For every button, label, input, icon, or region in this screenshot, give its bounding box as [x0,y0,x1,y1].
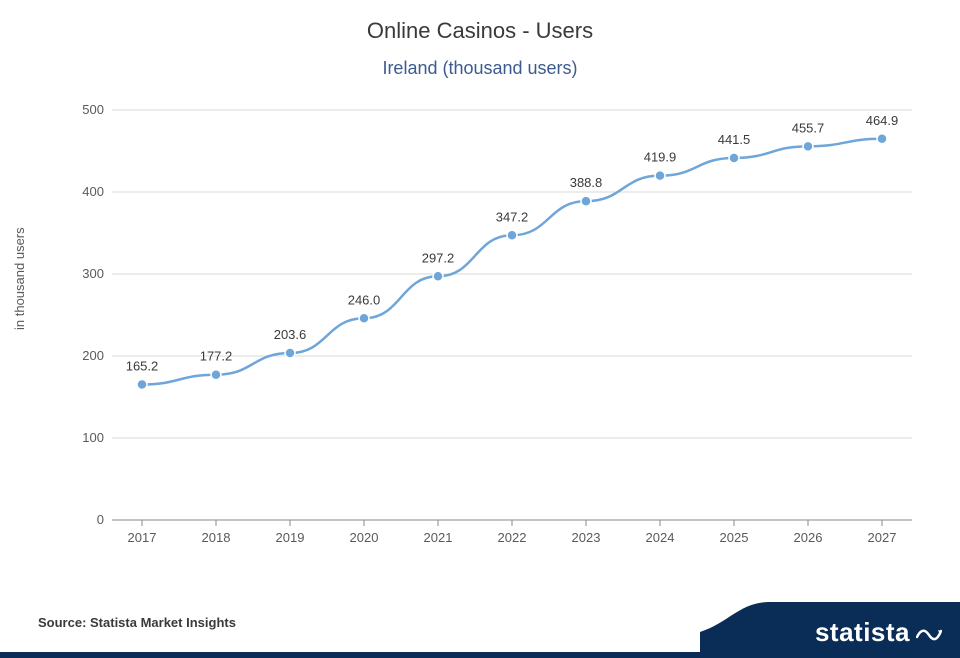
statista-logo: statista [700,602,960,658]
y-tick-label: 0 [97,512,104,527]
data-label: 347.2 [496,209,529,224]
logo-text: statista [815,617,942,648]
x-tick-label: 2020 [350,530,379,545]
data-label: 419.9 [644,150,677,165]
data-label: 464.9 [866,113,899,128]
data-label: 177.2 [200,349,233,364]
x-tick-label: 2019 [276,530,305,545]
data-label: 297.2 [422,250,455,265]
x-tick-label: 2023 [572,530,601,545]
logo-wave-icon [916,623,942,643]
x-tick-label: 2027 [868,530,897,545]
data-marker [137,380,147,390]
data-label: 203.6 [274,327,307,342]
data-label: 388.8 [570,175,603,190]
y-tick-label: 400 [82,184,104,199]
x-tick-label: 2024 [646,530,675,545]
data-label: 441.5 [718,132,751,147]
data-marker [433,271,443,281]
y-tick-label: 100 [82,430,104,445]
chart-subtitle: Ireland (thousand users) [0,44,960,79]
data-marker [359,313,369,323]
y-tick-label: 500 [82,102,104,117]
x-tick-label: 2026 [794,530,823,545]
y-tick-label: 300 [82,266,104,281]
y-axis-label: in thousand users [12,227,27,330]
data-label: 455.7 [792,120,825,135]
chart-container: Online Casinos - Users Ireland (thousand… [0,0,960,658]
data-marker [581,196,591,206]
chart-title: Online Casinos - Users [0,0,960,44]
x-tick-label: 2018 [202,530,231,545]
chart-plot: 0 100 200 300 400 500 2017 2018 2019 2020 2021 2022… [72,100,922,560]
data-marker [729,153,739,163]
data-label: 165.2 [126,359,159,374]
source-text: Source: Statista Market Insights [38,615,236,630]
x-tick-label: 2022 [498,530,527,545]
x-tick-label: 2025 [720,530,749,545]
data-marker [285,348,295,358]
data-marker [507,230,517,240]
logo-wordmark: statista [815,617,910,648]
data-marker [877,134,887,144]
data-marker [655,171,665,181]
series-line [142,139,882,385]
data-label: 246.0 [348,292,381,307]
y-tick-label: 200 [82,348,104,363]
data-marker [803,141,813,151]
x-tick-label: 2021 [424,530,453,545]
data-marker [211,370,221,380]
x-tick-label: 2017 [128,530,157,545]
